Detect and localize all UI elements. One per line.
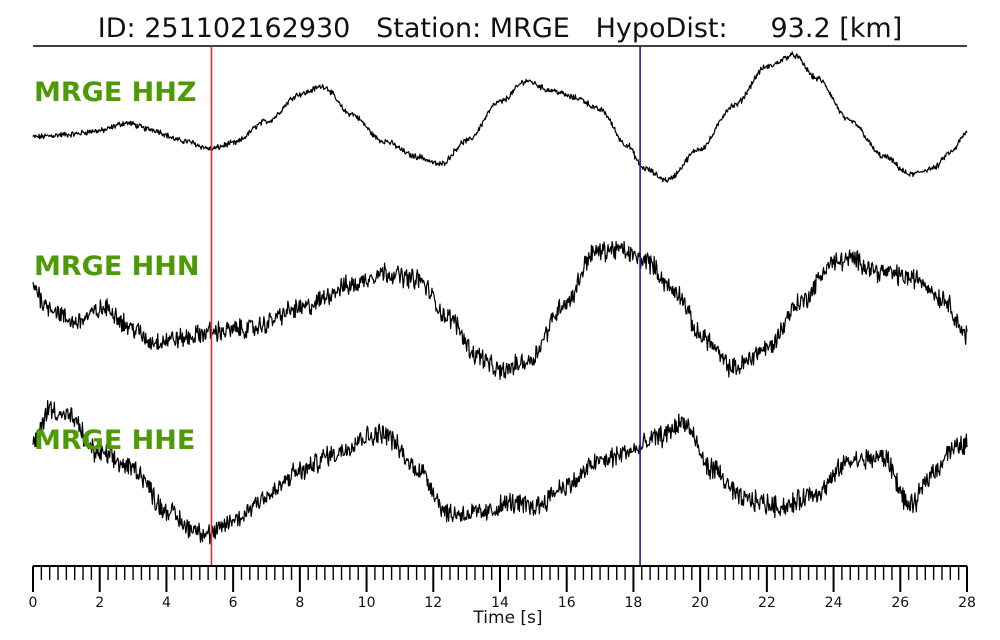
channel-label-2: MRGE HHN [34, 251, 199, 282]
x-tick-label: 24 [825, 595, 843, 611]
trace-1 [32, 51, 968, 183]
traces-group [32, 51, 968, 545]
x-axis: 0 2 4 6 8 10 12 14 16 18 20 22 24 26 28 Time [s] [29, 565, 976, 628]
x-ticks: 0 2 4 6 8 10 12 14 16 18 20 22 24 26 28 [29, 566, 976, 611]
trace-3 [32, 399, 968, 545]
x-tick-label: 26 [891, 595, 909, 611]
channel-label-3: MRGE HHE [34, 425, 195, 456]
hypodist-value: 93.2 [771, 13, 831, 44]
station-code: MRGE [490, 13, 570, 44]
x-tick-label: 28 [958, 595, 976, 611]
picks-group [210, 46, 641, 566]
x-tick-label: 0 [29, 595, 38, 611]
plot-title: ID: 251102162930 Station: MRGE HypoDist:… [98, 13, 902, 44]
x-tick-label: 18 [625, 595, 643, 611]
x-tick-label: 16 [558, 595, 576, 611]
hypodist-unit: [km] [839, 13, 902, 44]
channel-labels-group: MRGE HHZ MRGE HHN MRGE HHE [34, 77, 199, 456]
x-tick-label: 8 [295, 595, 304, 611]
event-id: 251102162930 [144, 13, 350, 44]
x-tick-label: 6 [229, 595, 238, 611]
x-tick-label: 22 [758, 595, 776, 611]
x-tick-label: 12 [424, 595, 442, 611]
x-tick-label: 10 [358, 595, 376, 611]
x-tick-label: 4 [162, 595, 171, 611]
station-label: Station: [376, 13, 481, 44]
x-tick-label: 2 [95, 595, 104, 611]
trace-2 [32, 240, 968, 381]
channel-label-1: MRGE HHZ [34, 77, 196, 108]
id-label: ID: [98, 13, 136, 44]
hypodist-label: HypoDist: [596, 13, 728, 44]
x-tick-label: 20 [691, 595, 709, 611]
x-tick-label: 14 [491, 595, 509, 611]
x-axis-label: Time [s] [472, 608, 542, 628]
